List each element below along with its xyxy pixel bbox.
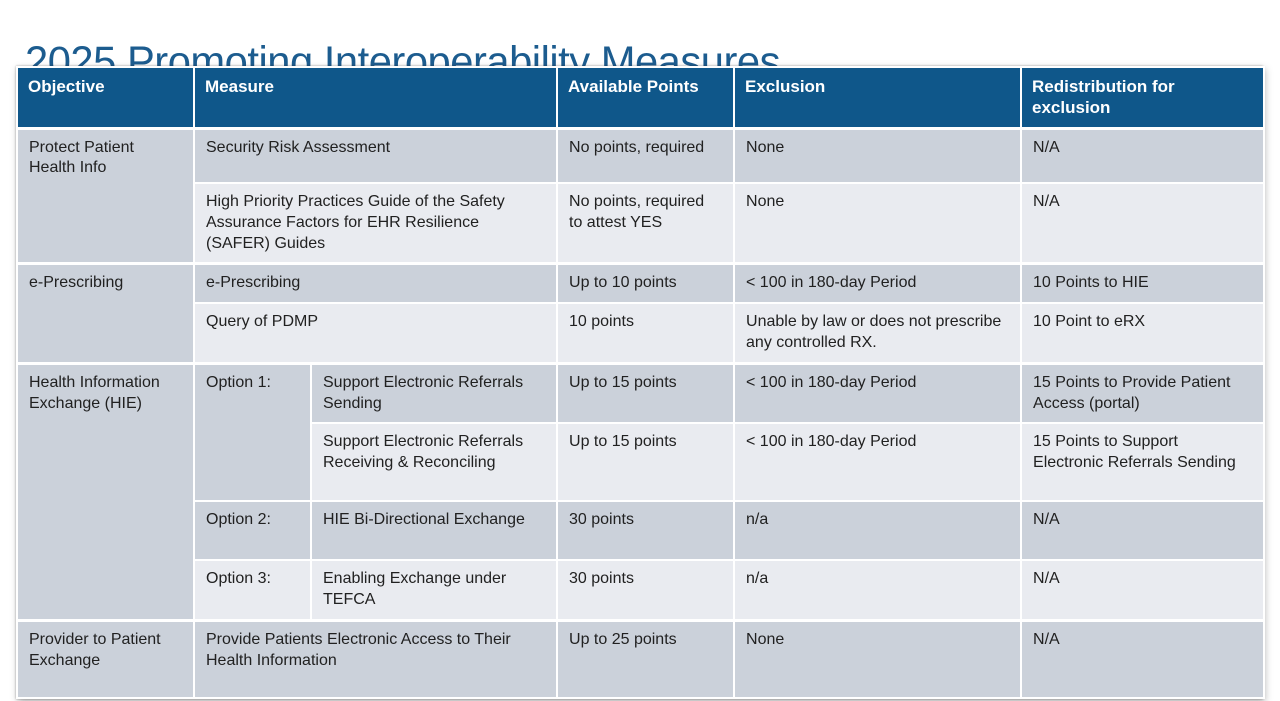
col-header-objective: Objective	[16, 66, 195, 129]
table-header-row: Objective Measure Available Points Exclu…	[16, 66, 1266, 129]
table-row: Protect Patient Health Info Security Ris…	[16, 126, 1266, 265]
cell-redistribution: N/A	[1020, 618, 1266, 700]
col-header-measure: Measure	[192, 66, 559, 129]
cell-points: 30 points	[556, 559, 736, 622]
cell-exclusion: None	[733, 126, 1023, 184]
cell-points: Up to 25 points	[556, 618, 736, 700]
cell-exclusion: n/a	[733, 500, 1023, 562]
cell-exclusion: < 100 in 180-day Period	[733, 361, 1023, 425]
cell-points: 10 points	[556, 302, 736, 365]
cell-measure: Enabling Exchange under TEFCA	[309, 559, 559, 622]
col-header-exclusion: Exclusion	[733, 66, 1023, 129]
cell-points: Up to 15 points	[556, 361, 736, 425]
cell-exclusion: < 100 in 180-day Period	[733, 422, 1023, 503]
cell-measure: High Priority Practices Guide of the Saf…	[192, 182, 559, 265]
table-row: Option 3: Enabling Exchange under TEFCA …	[17, 559, 1266, 622]
cell-redistribution: N/A	[1020, 559, 1266, 622]
measures-table: Objective Measure Available Points Exclu…	[16, 66, 1266, 700]
table-row: e-Prescribing e-Prescribing Up to 10 poi…	[16, 262, 1266, 365]
cell-measure: e-Prescribing	[192, 262, 559, 305]
cell-measure: Support Electronic Referrals Receiving &…	[309, 422, 559, 503]
cell-measure: HIE Bi-Directional Exchange	[309, 500, 559, 562]
table-row: Provider to Patient Exchange Provide Pat…	[16, 618, 1266, 700]
cell-objective: Protect Patient Health Info	[16, 126, 195, 265]
cell-measure: Support Electronic Referrals Sending	[309, 361, 559, 425]
table-row: Option 2: HIE Bi-Directional Exchange 30…	[17, 500, 1266, 562]
cell-objective: Health Information Exchange (HIE)	[16, 361, 195, 622]
cell-redistribution: N/A	[1020, 182, 1266, 265]
cell-option-label: Option 2:	[193, 500, 312, 562]
cell-exclusion: n/a	[733, 559, 1023, 622]
cell-exclusion: Unable by law or does not prescribe any …	[733, 302, 1023, 365]
cell-points: Up to 10 points	[556, 262, 736, 305]
cell-redistribution: 15 Points to Provide Patient Access (por…	[1020, 361, 1266, 425]
col-header-redistribution: Redistribution for exclusion	[1020, 66, 1266, 129]
table-row: Support Electronic Referrals Receiving &…	[17, 422, 1266, 503]
cell-redistribution: 10 Point to eRX	[1020, 302, 1266, 365]
cell-measure: Security Risk Assessment	[192, 126, 559, 184]
cell-objective: Provider to Patient Exchange	[16, 618, 195, 700]
cell-redistribution: N/A	[1020, 126, 1266, 184]
cell-points: No points, required	[556, 126, 736, 184]
cell-measure: Query of PDMP	[192, 302, 559, 365]
table-row: Query of PDMP 10 points Unable by law or…	[17, 302, 1266, 365]
cell-redistribution: N/A	[1020, 500, 1266, 562]
cell-points: Up to 15 points	[556, 422, 736, 503]
table-row: High Priority Practices Guide of the Saf…	[17, 182, 1266, 265]
cell-objective: e-Prescribing	[16, 262, 195, 365]
cell-exclusion: None	[733, 618, 1023, 700]
cell-redistribution: 15 Points to Support Electronic Referral…	[1020, 422, 1266, 503]
cell-exclusion: None	[733, 182, 1023, 265]
table-row: Health Information Exchange (HIE) Option…	[16, 361, 1266, 622]
cell-redistribution: 10 Points to HIE	[1020, 262, 1266, 305]
cell-points: No points, required to attest YES	[556, 182, 736, 265]
cell-points: 30 points	[556, 500, 736, 562]
cell-exclusion: < 100 in 180-day Period	[733, 262, 1023, 305]
cell-option-label: Option 1:	[193, 361, 312, 503]
cell-option-label: Option 3:	[193, 559, 312, 622]
cell-measure: Provide Patients Electronic Access to Th…	[192, 618, 559, 700]
col-header-available-points: Available Points	[556, 66, 736, 129]
